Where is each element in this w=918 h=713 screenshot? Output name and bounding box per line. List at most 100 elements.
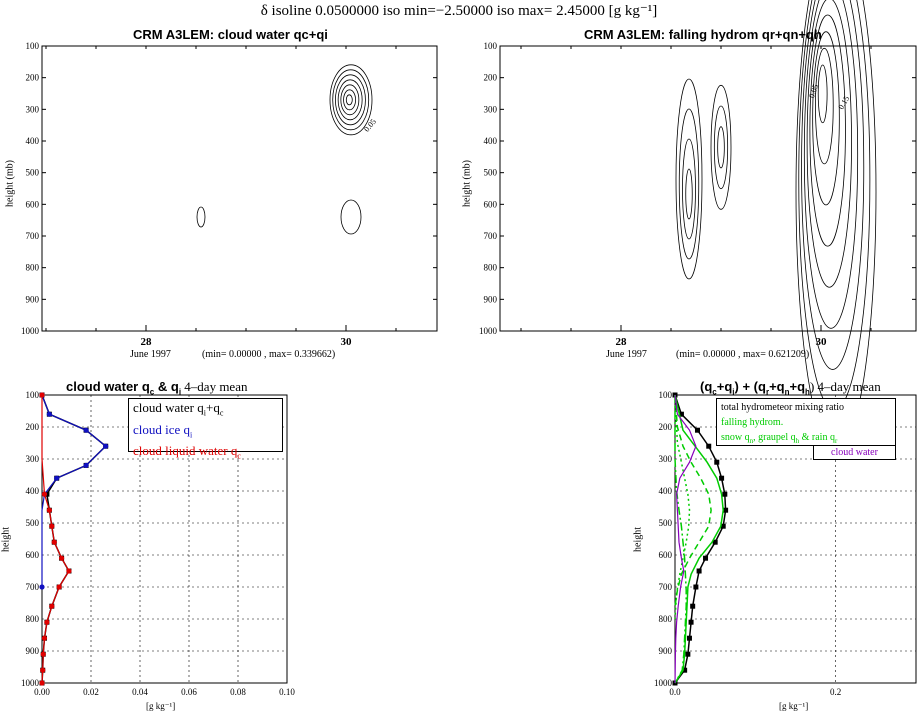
y-tick-label: 600 [26,199,40,209]
y-tick-label: 400 [26,486,40,496]
panel3-title: cloud water qc & qi 4–day mean [66,379,248,397]
data-point [685,651,691,657]
panel2-title: CRM A3LEM: falling hydrom qr+qn+qh [584,27,822,42]
data-point [688,619,694,625]
y-tick-label: 600 [26,550,40,560]
panel1-frame [41,45,438,332]
figure-suptitle: δ isoline 0.0500000 iso min=−2.50000 iso… [260,3,658,19]
y-tick-label: 300 [659,454,673,464]
y-tick-label: 900 [26,294,40,304]
contour-line [809,14,846,247]
contour-line [340,84,360,116]
x-tick-label: 30 [341,336,353,348]
data-point [694,427,700,433]
panel4-legend: total hydrometeor mixing ratio falling h… [716,398,896,446]
contour-line [337,79,363,121]
data-point [678,411,684,417]
contour-line [335,74,366,126]
contour-line [678,108,700,260]
data-point [39,680,45,686]
contour-line [817,64,828,124]
x-tick-label: 30 [816,336,828,348]
panel1-stats: (min= 0.00000 , max= 0.339662) [202,349,336,360]
data-point [706,443,712,449]
contour-line [196,206,206,228]
x-tick-label: 0.0 [669,687,681,697]
x-tick-label: 0.04 [132,687,148,697]
data-point [714,459,720,465]
y-tick-label: 700 [26,231,40,241]
y-tick-label: 400 [26,136,40,146]
panel2-xlabel: June 1997 [606,349,647,360]
data-point [712,539,718,545]
data-point [44,619,50,625]
data-point [39,392,45,398]
x-tick-label: 0.02 [83,687,99,697]
data-point [719,475,725,481]
y-tick-label: 500 [26,168,40,178]
y-tick-label: 1000 [479,326,498,336]
data-point [41,491,48,497]
data-point [40,651,46,657]
panel4-frame [674,394,917,684]
data-point [56,584,62,590]
y-tick-label: 1000 [21,678,40,688]
legend-item-falling: falling hydrom. [721,417,784,428]
y-tick-label: 200 [26,422,40,432]
panel4-xlabel: [g kg⁻¹] [779,701,809,711]
contour-label: 0.05 [807,83,820,99]
y-tick-label: 800 [26,614,40,624]
x-tick-label: 28 [141,336,153,348]
contour-line [332,69,370,131]
data-point [46,507,52,513]
series-line-rain-qr [674,395,687,684]
y-tick-label: 800 [484,263,498,273]
legend-item-cloud-water: cloud water qi+qc [133,400,224,418]
x-tick-label: 0.08 [230,687,246,697]
y-tick-label: 700 [659,582,673,592]
series-line-snow-qn [674,394,712,607]
legend-item-cloud-ice: cloud ice qi [133,421,193,440]
y-tick-label: 900 [26,646,40,656]
data-point [49,523,55,529]
y-tick-label: 300 [484,104,498,114]
panel3-xlabel: [g kg⁻¹] [146,701,176,711]
contour-line [713,105,729,190]
contour-line [710,84,732,210]
data-point [720,523,726,529]
data-point [40,667,46,673]
y-tick-label: 500 [659,518,673,528]
data-point [39,584,45,590]
contour-line [812,31,840,206]
data-point [83,462,89,468]
data-point [83,427,89,433]
contour-line [345,94,353,106]
data-point [722,491,728,497]
x-tick-label: 0.06 [181,687,197,697]
contour-line [340,199,362,235]
panel1-xlabel: June 1997 [130,349,171,360]
y-tick-label: 200 [659,422,673,432]
contour-line [815,47,834,165]
contour-line [803,0,859,329]
panel3-legend: cloud water qi+qc cloud ice qi cloud liq… [128,398,283,461]
contour-line [343,89,356,111]
contour-line [329,64,373,136]
series-line-falling-hydrom- [674,394,724,684]
y-tick-label: 1000 [654,678,673,688]
y-tick-label: 900 [659,646,673,656]
y-tick-label: 700 [26,582,40,592]
y-tick-label: 400 [484,136,498,146]
y-tick-label: 900 [484,294,498,304]
contour-line [682,138,696,240]
contour-line [685,168,693,220]
y-tick-label: 1000 [21,326,40,336]
data-point [49,603,55,609]
y-tick-label: 500 [26,518,40,528]
panel2-frame [499,45,917,332]
y-tick-label: 600 [659,550,673,560]
data-point [686,635,692,641]
y-tick-label: 700 [484,231,498,241]
y-tick-label: 600 [484,199,498,209]
